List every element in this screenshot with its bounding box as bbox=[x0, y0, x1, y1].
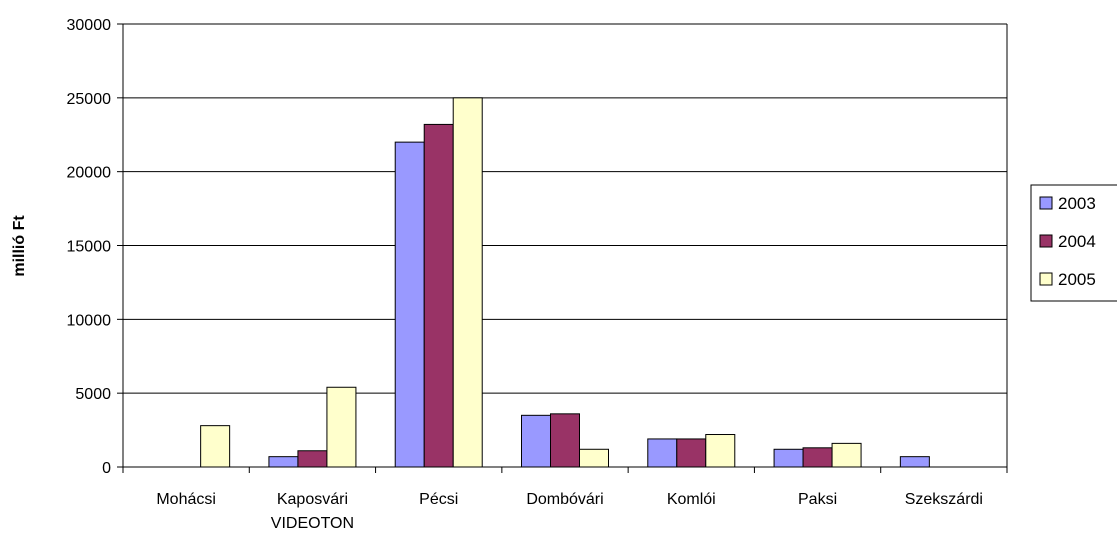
bar-2004-4 bbox=[676, 438, 707, 468]
gridlines bbox=[123, 23, 1007, 394]
bar-2005-2 bbox=[452, 97, 483, 468]
x-tick-label: Komlói bbox=[667, 491, 716, 508]
legend-label: 2004 bbox=[1058, 232, 1096, 251]
bar-2003-2 bbox=[394, 141, 425, 468]
bar-2004-1 bbox=[297, 450, 328, 468]
y-tick-label: 0 bbox=[102, 460, 111, 477]
bar-2005-0 bbox=[200, 425, 231, 468]
legend-label: 2005 bbox=[1058, 270, 1096, 289]
x-tick-label: Szekszárdi bbox=[905, 491, 983, 508]
y-tick-label: 30000 bbox=[67, 17, 112, 34]
x-tick-label: Mohácsi bbox=[156, 491, 216, 508]
legend-swatch-2005 bbox=[1039, 272, 1053, 286]
x-tick-label: Dombóvári bbox=[526, 491, 603, 508]
axes bbox=[117, 23, 1008, 473]
bar-2005-5 bbox=[831, 442, 862, 468]
bar-2005-4 bbox=[705, 434, 736, 468]
legend-swatch-2004 bbox=[1039, 234, 1053, 248]
x-tick-labels: Mohácsi Kaposvári VIDEOTON Pécsi Dombóvári Ko… bbox=[156, 491, 983, 532]
x-tick-label: VIDEOTON bbox=[271, 515, 354, 532]
bar-2003-3 bbox=[521, 414, 551, 468]
bar-2003-5 bbox=[773, 448, 804, 468]
legend-swatch-2003 bbox=[1039, 196, 1053, 210]
bar-2004-2 bbox=[423, 123, 454, 468]
bar-2004-3 bbox=[550, 413, 580, 468]
y-tick-label: 15000 bbox=[67, 239, 112, 256]
y-tick-label: 20000 bbox=[67, 165, 112, 182]
y-tick-label: 25000 bbox=[67, 91, 112, 108]
bars bbox=[200, 97, 930, 468]
bar-2003-6 bbox=[899, 456, 930, 468]
x-tick-label: Pécsi bbox=[419, 491, 458, 508]
x-tick-label: Kaposvári bbox=[277, 491, 348, 508]
y-tick-labels: 0 5000 10000 15000 20000 25000 30000 bbox=[67, 17, 112, 477]
bar-2003-1 bbox=[268, 456, 299, 468]
bar-2005-1 bbox=[326, 386, 357, 468]
bar-2003-4 bbox=[647, 438, 678, 468]
legend-label: 2003 bbox=[1058, 194, 1096, 213]
x-tick-label: Paksi bbox=[798, 491, 837, 508]
bar-2004-5 bbox=[802, 447, 833, 468]
y-tick-label: 10000 bbox=[67, 312, 112, 329]
bar-2005-3 bbox=[579, 448, 609, 468]
y-tick-label: 5000 bbox=[75, 386, 111, 403]
y-axis-label: millió Ft bbox=[11, 215, 28, 277]
legend: 2003 2004 2005 bbox=[1030, 184, 1117, 302]
